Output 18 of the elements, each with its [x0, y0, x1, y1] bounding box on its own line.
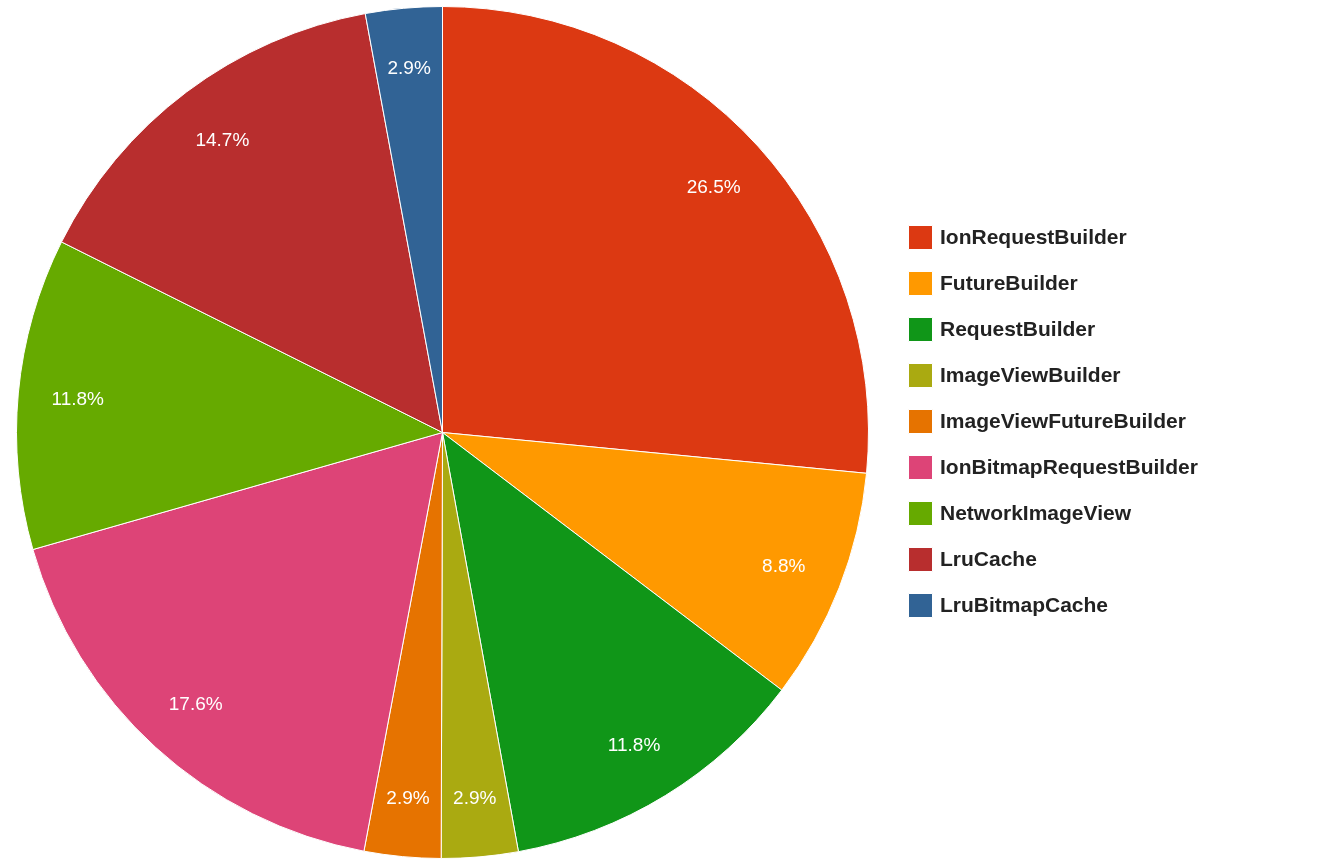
data-label: 2.9% — [387, 57, 431, 79]
data-label: 2.9% — [386, 786, 430, 808]
data-label: 2.9% — [453, 786, 497, 808]
data-label: 17.6% — [168, 692, 223, 714]
legend-label: IonRequestBuilder — [940, 225, 1127, 249]
data-label: 11.8% — [607, 734, 661, 756]
data-label: 26.5% — [686, 175, 741, 197]
legend-label: NetworkImageView — [940, 501, 1132, 525]
legend-label: ImageViewBuilder — [940, 363, 1121, 387]
legend-label: LruCache — [940, 547, 1037, 571]
legend-label: LruBitmapCache — [940, 593, 1109, 617]
legend-label: FutureBuilder — [940, 271, 1078, 295]
legend-label: RequestBuilder — [940, 317, 1096, 341]
data-label: 8.8% — [762, 555, 806, 577]
legend-label: IonBitmapRequestBuilder — [940, 455, 1198, 479]
data-label: 11.8% — [51, 388, 105, 410]
legend-label: ImageViewFutureBuilder — [940, 409, 1186, 433]
data-label: 14.7% — [195, 129, 250, 151]
